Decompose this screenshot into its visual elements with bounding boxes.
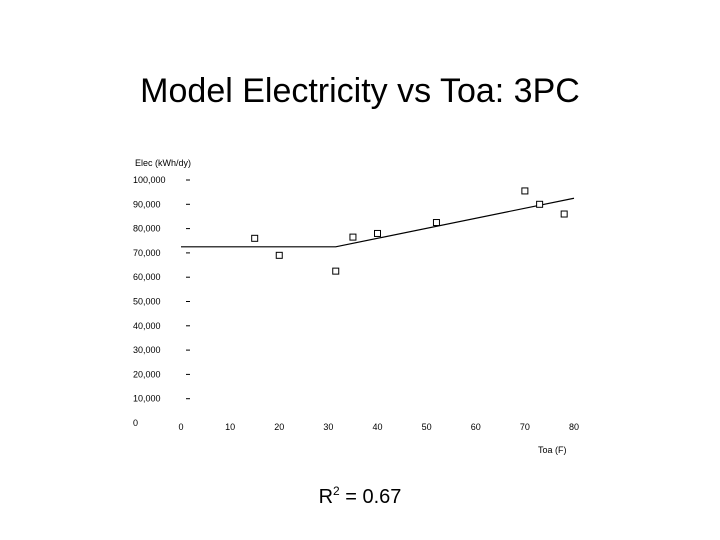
y-tick-label: 80,000 — [133, 224, 161, 234]
y-tick-label: 40,000 — [133, 321, 161, 331]
y-tick-label: 10,000 — [133, 394, 161, 404]
data-point — [349, 233, 357, 241]
y-tick-label: 60,000 — [133, 272, 161, 282]
y-axis: 0 10,000 20,000 30,000 40,000 50,000 60,000 70,… — [133, 175, 190, 428]
data-point — [432, 219, 440, 227]
data-point — [374, 229, 381, 237]
x-tick-label: 50 — [422, 422, 432, 432]
data-point — [521, 187, 529, 195]
y-tick-label: 100,000 — [133, 175, 166, 185]
x-tick-label: 30 — [323, 422, 333, 432]
x-tick-label: 70 — [520, 422, 530, 432]
y-tick-label: 0 — [133, 418, 138, 428]
x-tick-label: 60 — [471, 422, 481, 432]
y-tick-label: 50,000 — [133, 297, 161, 307]
data-point — [251, 234, 259, 242]
data-points — [251, 187, 568, 275]
data-point — [275, 251, 283, 259]
y-tick-label: 90,000 — [133, 199, 161, 209]
x-axis: 0 10 20 30 40 50 60 70 80 — [178, 422, 579, 432]
data-point — [536, 200, 544, 208]
r-squared-label: R2 = 0.67 — [0, 484, 720, 509]
slide-title: Model Electricity vs Toa: 3PC — [140, 72, 580, 110]
data-point — [560, 210, 568, 218]
y-tick-label: 20,000 — [133, 369, 161, 379]
fit-line — [181, 197, 575, 248]
r2-value: = 0.67 — [339, 486, 402, 508]
y-axis-label: Elec (kWh/dy) — [135, 158, 191, 168]
x-tick-label: 0 — [178, 422, 183, 432]
x-tick-label: 20 — [274, 422, 284, 432]
y-tick-label: 70,000 — [133, 248, 161, 258]
data-point — [332, 267, 340, 275]
r2-prefix: R — [318, 486, 334, 508]
x-axis-label: Toa (F) — [538, 445, 567, 455]
y-tick-label: 30,000 — [133, 345, 161, 355]
x-tick-label: 80 — [569, 422, 579, 432]
r2-exponent: 2 — [333, 484, 340, 498]
x-tick-label: 40 — [372, 422, 382, 432]
x-tick-label: 10 — [225, 422, 235, 432]
